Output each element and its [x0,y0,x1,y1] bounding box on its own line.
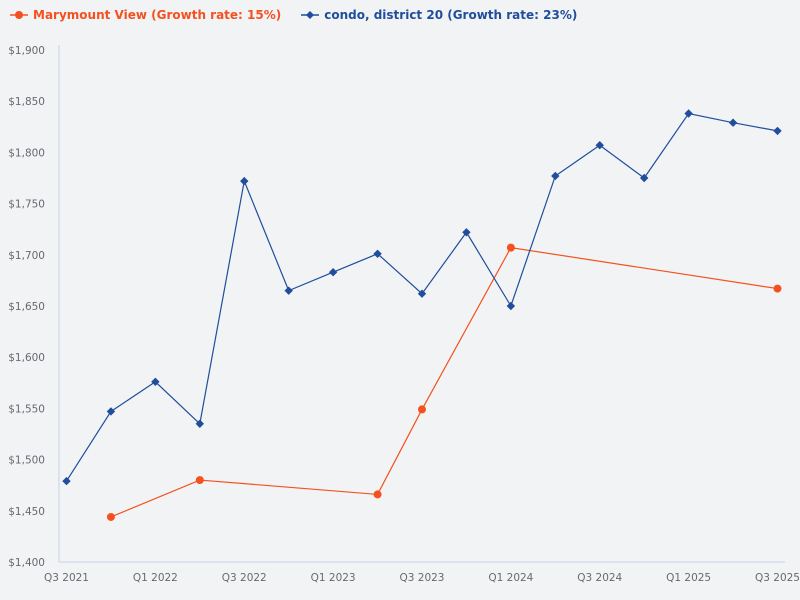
y-tick-label: $1,900 [8,45,45,57]
data-point[interactable] [773,126,782,136]
x-axis: Q3 2021 Q1 2022 Q3 2022 Q1 2023 Q3 2023 Q1 20… [44,561,800,584]
x-tick-label: Q3 2025 [755,572,800,584]
y-tick-label: $1,700 [8,250,45,262]
y-tick-label: $1,800 [8,147,45,159]
data-point[interactable] [506,243,515,252]
data-point[interactable] [728,118,738,127]
legend-label-condo-district-20: condo, district 20 (Growth rate: 23%) [324,8,578,22]
data-point[interactable] [462,228,471,237]
data-point[interactable] [551,171,560,181]
legend-label-marymount-view: Marymount View (Growth rate: 15%) [33,8,282,22]
x-tick-label: Q3 2023 [399,572,444,584]
data-point[interactable] [151,377,160,386]
data-point[interactable] [418,405,426,414]
y-tick-label: $1,550 [8,403,45,415]
y-tick-label: $1,600 [8,352,45,364]
y-tick-label: $1,450 [8,506,45,518]
data-point[interactable] [284,286,293,295]
data-point[interactable] [106,512,115,521]
data-point[interactable] [195,419,205,428]
y-tick-label: $1,650 [8,301,45,313]
data-point[interactable] [506,301,516,311]
x-tick-label: Q3 2024 [577,572,622,584]
x-tick-label: Q3 2022 [222,572,267,584]
data-point[interactable] [328,268,338,277]
data-point[interactable] [773,284,782,293]
data-point[interactable] [240,176,249,186]
y-tick-label: $1,500 [8,455,45,467]
x-tick-label: Q1 2023 [311,572,356,584]
y-tick-label: $1,850 [8,96,45,108]
series-layer [62,109,782,521]
data-point[interactable] [106,407,116,416]
y-axis: $1,400 $1,450 $1,500 $1,550 $1,600 $1,650 $1,7… [8,45,60,569]
data-point[interactable] [373,490,382,499]
circle-marker-icon [10,11,28,19]
legend-item-marymount-view[interactable]: Marymount View (Growth rate: 15%) [10,8,281,22]
data-point[interactable] [684,109,693,118]
x-tick-label: Q1 2024 [488,572,533,584]
x-tick-label: Q1 2022 [133,572,178,584]
diamond-marker-icon [301,11,320,19]
series-condo-district-20 [62,109,782,486]
y-tick-label: $1,750 [8,199,45,211]
data-point[interactable] [195,476,204,485]
y-tick-label: $1,400 [8,557,45,569]
legend-item-condo-district-20[interactable]: condo, district 20 (Growth rate: 23%) [301,8,577,22]
data-point[interactable] [62,476,71,486]
series-marymount-view [106,243,782,521]
data-point[interactable] [373,249,382,258]
x-tick-label: Q1 2025 [666,572,711,584]
data-point[interactable] [639,173,649,183]
x-tick-label: Q3 2021 [44,572,89,584]
data-point[interactable] [595,141,604,150]
data-point[interactable] [417,289,427,298]
chart-legend: Marymount View (Growth rate: 15%) condo,… [10,8,577,22]
